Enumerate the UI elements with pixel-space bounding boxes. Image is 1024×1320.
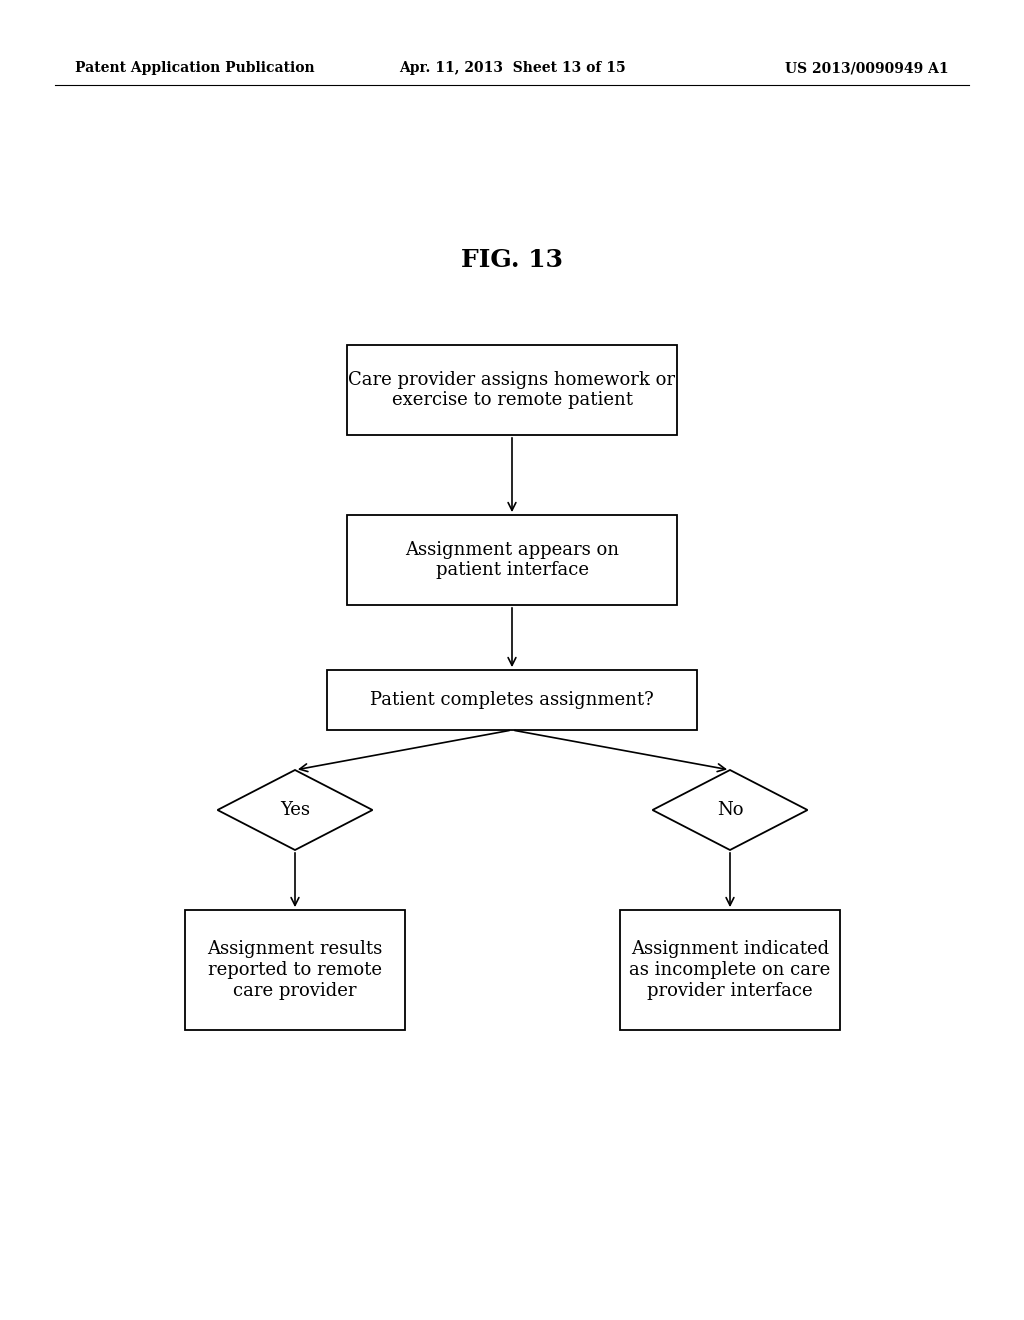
FancyBboxPatch shape bbox=[347, 345, 677, 436]
FancyBboxPatch shape bbox=[327, 671, 697, 730]
Text: No: No bbox=[717, 801, 743, 818]
FancyBboxPatch shape bbox=[620, 909, 840, 1030]
Text: Patent Application Publication: Patent Application Publication bbox=[75, 61, 314, 75]
FancyBboxPatch shape bbox=[347, 515, 677, 605]
Polygon shape bbox=[217, 770, 373, 850]
Text: US 2013/0090949 A1: US 2013/0090949 A1 bbox=[785, 61, 949, 75]
Text: Patient completes assignment?: Patient completes assignment? bbox=[370, 690, 654, 709]
Text: Apr. 11, 2013  Sheet 13 of 15: Apr. 11, 2013 Sheet 13 of 15 bbox=[398, 61, 626, 75]
Text: Assignment indicated
as incomplete on care
provider interface: Assignment indicated as incomplete on ca… bbox=[630, 940, 830, 999]
Text: Yes: Yes bbox=[280, 801, 310, 818]
FancyBboxPatch shape bbox=[185, 909, 406, 1030]
Text: Assignment appears on
patient interface: Assignment appears on patient interface bbox=[406, 541, 618, 579]
Text: FIG. 13: FIG. 13 bbox=[461, 248, 563, 272]
Text: Assignment results
reported to remote
care provider: Assignment results reported to remote ca… bbox=[208, 940, 383, 999]
Text: Care provider assigns homework or
exercise to remote patient: Care provider assigns homework or exerci… bbox=[348, 371, 676, 409]
Polygon shape bbox=[652, 770, 808, 850]
